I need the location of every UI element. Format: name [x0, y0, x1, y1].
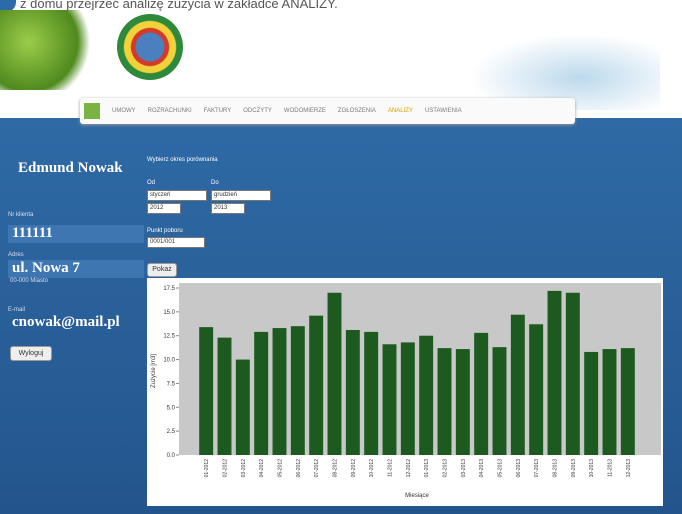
label: Od — [147, 180, 155, 186]
bar — [236, 360, 250, 455]
client-number: 111111 — [8, 225, 144, 243]
bar — [291, 326, 305, 455]
x-tick-label: 07-2012 — [314, 459, 320, 478]
label: E-mail — [8, 307, 25, 313]
bar — [456, 349, 470, 455]
nav-item[interactable]: ROZRACHUNKI — [142, 108, 198, 114]
bar — [273, 328, 287, 455]
nav-item[interactable]: ANALIZY — [382, 108, 419, 114]
bar — [548, 291, 562, 455]
x-tick-label: 04-2013 — [479, 459, 485, 478]
bar — [584, 352, 598, 455]
leaves — [0, 10, 95, 90]
y-axis-label: Zużycie [m3] — [151, 354, 157, 388]
x-tick-label: 01-2013 — [424, 459, 430, 478]
y-tick-label: 15.0 — [163, 310, 175, 316]
x-tick-label: 01-2012 — [204, 459, 210, 478]
x-tick-label: 12-2012 — [406, 459, 412, 478]
city: 00-000 Miasto — [10, 278, 48, 284]
bar — [419, 336, 433, 455]
bar — [364, 332, 378, 455]
chart: Zużycie [m3] Miesiące 0.0 2.5 5.0 7.5 10.0 12… — [147, 278, 663, 506]
select[interactable]: 0001/001 — [147, 237, 205, 248]
bar — [603, 349, 617, 455]
bar — [218, 338, 232, 455]
email: cnowak@mail.pl — [12, 314, 120, 331]
bar — [621, 348, 635, 455]
nav-item[interactable]: ZGŁOSZENIA — [332, 108, 382, 114]
x-tick-label: 02-2013 — [443, 459, 449, 478]
x-tick-label: 09-2012 — [351, 459, 357, 478]
x-tick-label: 02-2012 — [223, 459, 229, 478]
x-tick-label: 08-2012 — [333, 459, 339, 478]
label: Adres — [8, 252, 24, 258]
x-tick-label: 04-2012 — [259, 459, 265, 478]
y-tick-label: 5.0 — [167, 405, 176, 411]
nav-item[interactable]: FAKTURY — [198, 108, 238, 114]
bar — [309, 316, 323, 455]
bar — [383, 344, 397, 455]
y-tick-label: 2.5 — [167, 429, 176, 435]
user-name: Edmund Nowak — [18, 160, 123, 177]
nav-item[interactable]: UMOWY — [106, 108, 142, 114]
x-tick-label: 07-2013 — [534, 459, 540, 478]
bar — [438, 348, 452, 455]
select[interactable]: grudzień — [211, 190, 271, 201]
y-tick-label: 7.5 — [167, 381, 176, 387]
address: ul. Nowa 7 — [8, 260, 144, 278]
select[interactable]: 2013 — [211, 203, 245, 214]
x-tick-label: 11-2012 — [388, 459, 394, 477]
nav-item[interactable]: USTAWIENIA — [419, 108, 468, 114]
bar — [529, 324, 543, 455]
x-tick-label: 11-2013 — [608, 459, 614, 477]
x-tick-label: 06-2013 — [516, 459, 522, 478]
show-button[interactable]: Pokaż — [147, 263, 177, 277]
bar — [346, 330, 360, 455]
bar — [566, 293, 580, 455]
bar — [474, 333, 488, 455]
bar — [328, 293, 342, 455]
x-tick-label: 10-2012 — [369, 459, 375, 478]
x-tick-label: 12-2013 — [626, 459, 632, 478]
x-tick-label: 03-2012 — [241, 459, 247, 478]
form-title: Wybierz okres porównania — [147, 157, 218, 163]
x-tick-label: 06-2012 — [296, 459, 302, 478]
label: Nr klienta — [8, 212, 33, 218]
y-tick-label: 0.0 — [167, 453, 176, 459]
home-button[interactable] — [84, 103, 100, 119]
logout-button[interactable]: Wyloguj — [10, 346, 52, 361]
select[interactable]: 2012 — [147, 203, 181, 214]
bar — [254, 332, 268, 455]
bar — [511, 315, 525, 455]
y-tick-label: 12.5 — [163, 334, 175, 340]
page: z domu przejrzeć analizę zużycia w zakła… — [0, 0, 682, 514]
x-tick-label: 10-2013 — [589, 459, 595, 478]
select[interactable]: styczeń — [147, 190, 207, 201]
bar — [493, 347, 507, 455]
nav-item[interactable]: WODOMIERZE — [278, 108, 332, 114]
bar — [199, 327, 213, 455]
x-tick-label: 03-2013 — [461, 459, 467, 478]
logo — [117, 14, 183, 80]
x-tick-label: 08-2013 — [553, 459, 559, 478]
x-tick-label: 05-2013 — [498, 459, 504, 478]
x-axis-label: Miesiące — [405, 493, 429, 499]
x-tick-label: 05-2012 — [278, 459, 284, 478]
x-tick-label: 09-2013 — [571, 459, 577, 478]
y-tick-label: 10.0 — [163, 358, 175, 364]
label: Do — [211, 180, 219, 186]
nav-item[interactable]: ODCZYTY — [237, 108, 278, 114]
bar — [401, 342, 415, 455]
label: Punkt poboru — [147, 228, 183, 234]
y-tick-label: 17.5 — [163, 286, 175, 292]
